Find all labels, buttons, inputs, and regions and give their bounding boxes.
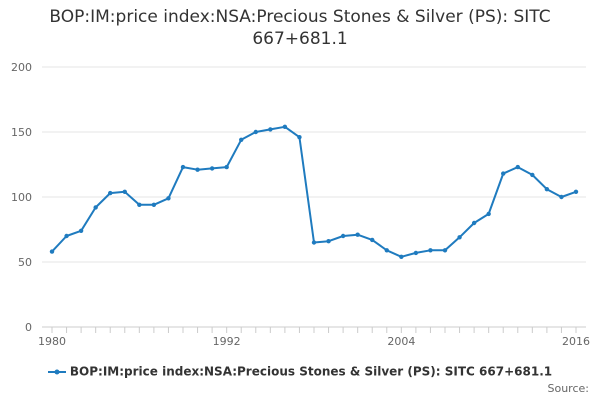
y-tick-label: 0 bbox=[25, 321, 32, 334]
gridlines bbox=[42, 66, 586, 328]
data-point[interactable] bbox=[428, 248, 433, 253]
chart-title: BOP:IM:price index:NSA:Precious Stones &… bbox=[49, 7, 551, 49]
data-point[interactable] bbox=[282, 124, 288, 129]
legend-line-marker-icon bbox=[47, 369, 66, 374]
data-point[interactable] bbox=[311, 240, 317, 245]
data-point[interactable] bbox=[297, 135, 302, 140]
data-point[interactable] bbox=[370, 237, 375, 243]
y-tick-label: 100 bbox=[11, 191, 32, 204]
source-label: Source: bbox=[547, 382, 590, 395]
data-point[interactable] bbox=[151, 202, 157, 207]
y-tick-label: 50 bbox=[18, 256, 32, 269]
data-point[interactable] bbox=[544, 187, 550, 192]
data-point[interactable] bbox=[326, 239, 331, 244]
data-point[interactable] bbox=[78, 228, 84, 233]
data-point[interactable] bbox=[486, 211, 491, 217]
data-point[interactable] bbox=[442, 248, 448, 253]
x-tick-label: 1980 bbox=[38, 335, 66, 348]
data-point[interactable] bbox=[559, 194, 564, 200]
series-line bbox=[51, 125, 577, 258]
legend[interactable]: BOP:IM:price index:NSA:Precious Stones &… bbox=[0, 364, 600, 379]
data-point[interactable] bbox=[530, 172, 535, 178]
x-tick-label: 2016 bbox=[562, 335, 590, 348]
data-point[interactable] bbox=[239, 137, 244, 142]
data-point[interactable] bbox=[49, 249, 55, 254]
data-point[interactable] bbox=[501, 171, 506, 176]
data-point[interactable] bbox=[122, 189, 127, 194]
data-point[interactable] bbox=[573, 189, 579, 194]
data-point[interactable] bbox=[384, 248, 389, 253]
data-point[interactable] bbox=[253, 129, 258, 135]
data-point[interactable] bbox=[471, 220, 477, 226]
x-axis: 1980 1992 2004 2016 bbox=[38, 327, 590, 348]
data-point[interactable] bbox=[399, 254, 404, 259]
y-tick-label: 200 bbox=[11, 61, 32, 74]
legend-label: BOP:IM:price index:NSA:Precious Stones &… bbox=[69, 364, 553, 379]
data-point[interactable] bbox=[64, 233, 69, 239]
data-point[interactable] bbox=[457, 235, 462, 240]
x-tick-label: 1992 bbox=[213, 335, 241, 348]
x-tick-label: 2004 bbox=[387, 335, 415, 348]
series-line-group bbox=[49, 124, 579, 259]
data-point[interactable] bbox=[209, 166, 215, 171]
data-point[interactable] bbox=[93, 205, 98, 210]
data-point[interactable] bbox=[180, 164, 186, 170]
data-point[interactable] bbox=[195, 167, 200, 172]
data-point[interactable] bbox=[224, 164, 229, 170]
data-point[interactable] bbox=[340, 233, 346, 239]
data-point[interactable] bbox=[413, 250, 419, 256]
data-point[interactable] bbox=[355, 232, 360, 237]
y-axis: 0 50 100 150 200 bbox=[11, 61, 32, 334]
data-point[interactable] bbox=[515, 164, 520, 170]
data-point[interactable] bbox=[268, 127, 273, 132]
data-point[interactable] bbox=[108, 190, 113, 196]
y-tick-label: 150 bbox=[11, 126, 32, 139]
data-point[interactable] bbox=[166, 196, 171, 201]
data-point[interactable] bbox=[137, 202, 142, 207]
